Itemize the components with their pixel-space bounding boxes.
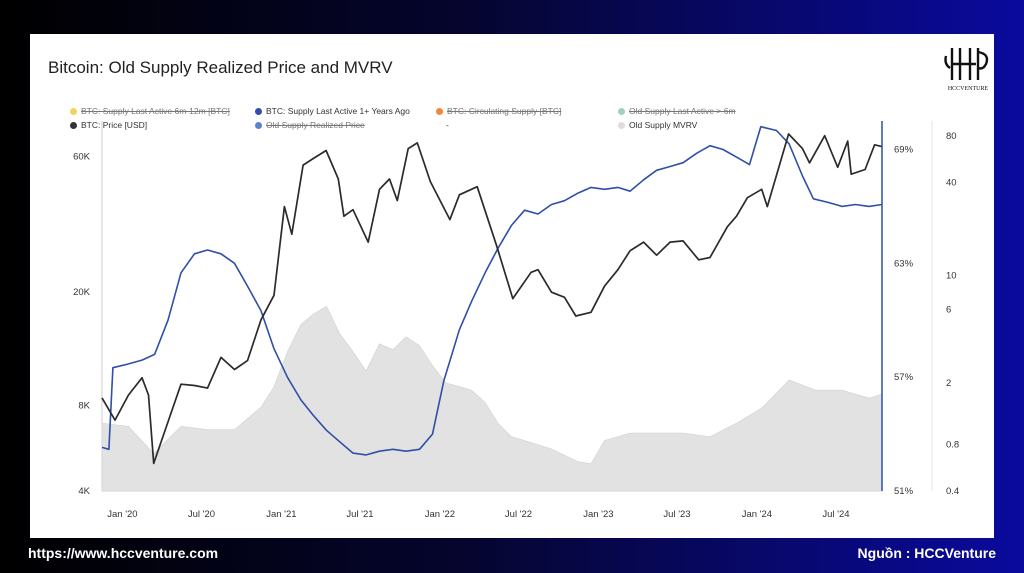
x-tick-label: Jul '20	[188, 509, 215, 520]
y-left-tick-label: 60K	[73, 152, 91, 163]
legend-item-old-supply-realized[interactable]: Old Supply Realized Price	[255, 120, 365, 130]
chart-legend: BTC: Supply Last Active 6m-12m [BTC] BTC…	[30, 106, 994, 136]
y-mid-tick-label: 69%	[894, 144, 914, 155]
y-right-tick-label: 2	[946, 378, 951, 389]
x-tick-label: Jan '21	[266, 509, 296, 520]
legend-dot-icon	[70, 122, 77, 129]
chart-card: Bitcoin: Old Supply Realized Price and M…	[30, 34, 994, 538]
legend-item-supply-1y[interactable]: BTC: Supply Last Active 1+ Years Ago	[255, 106, 410, 116]
chart-plot: 4K 8K 20K 60K 69% 63% 57% 51% 80 40 10 6 2 0.8 0.4 Jan …	[73, 121, 959, 520]
y-right-tick-label: 80	[946, 131, 957, 142]
x-tick-label: Jan '22	[425, 509, 455, 520]
legend-dot-icon	[618, 122, 625, 129]
legend-item-supply-6m-12m[interactable]: BTC: Supply Last Active 6m-12m [BTC]	[70, 106, 230, 116]
y-left-tick-label: 4K	[78, 486, 90, 497]
y-right-tick-label: 40	[946, 177, 957, 188]
x-tick-label: Jan '24	[742, 509, 772, 520]
btc-price-line	[101, 133, 883, 465]
svg-text:HCCVENTURE: HCCVENTURE	[948, 86, 989, 92]
x-tick-label: Jul '23	[663, 509, 690, 520]
legend-dot-icon	[255, 122, 262, 129]
hccventure-logo: HCCVENTURE	[944, 48, 989, 92]
legend-item-dash: -	[446, 120, 449, 130]
x-tick-label: Jul '22	[505, 509, 532, 520]
y-left-tick-label: 20K	[73, 287, 91, 298]
x-tick-label: Jan '20	[107, 509, 137, 520]
legend-dot-icon	[436, 108, 443, 115]
y-mid-tick-label: 57%	[894, 372, 914, 383]
chart-title: Bitcoin: Old Supply Realized Price and M…	[48, 58, 393, 77]
x-tick-label: Jul '24	[822, 509, 849, 520]
y-right-tick-label: 0.4	[946, 486, 959, 497]
y-right-tick-label: 0.8	[946, 440, 959, 451]
footer-source: Nguồn : HCCVenture	[857, 545, 996, 561]
mvrv-area	[101, 305, 883, 492]
y-mid-tick-label: 51%	[894, 486, 914, 497]
x-tick-label: Jul '21	[346, 509, 373, 520]
x-tick-label: Jan '23	[583, 509, 613, 520]
legend-dot-icon	[618, 108, 625, 115]
legend-item-old-supply-mvrv[interactable]: Old Supply MVRV	[618, 120, 697, 130]
y-left-tick-label: 8K	[78, 400, 90, 411]
legend-item-old-supply-6m[interactable]: Old Supply Last Active > 6m	[618, 106, 736, 116]
y-right-tick-label: 6	[946, 305, 951, 316]
legend-dot-icon	[255, 108, 262, 115]
y-mid-tick-label: 63%	[894, 258, 914, 269]
footer-url[interactable]: https://www.hccventure.com	[28, 545, 219, 561]
legend-item-btc-price[interactable]: BTC: Price [USD]	[70, 120, 147, 130]
y-right-tick-label: 10	[946, 270, 957, 281]
supply-1y-line	[101, 125, 883, 456]
legend-item-circulating-supply[interactable]: BTC: Circulating Supply [BTC]	[436, 106, 561, 116]
legend-dot-icon	[70, 108, 77, 115]
